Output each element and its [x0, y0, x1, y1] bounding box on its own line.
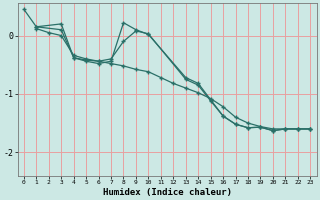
X-axis label: Humidex (Indice chaleur): Humidex (Indice chaleur) — [103, 188, 232, 197]
